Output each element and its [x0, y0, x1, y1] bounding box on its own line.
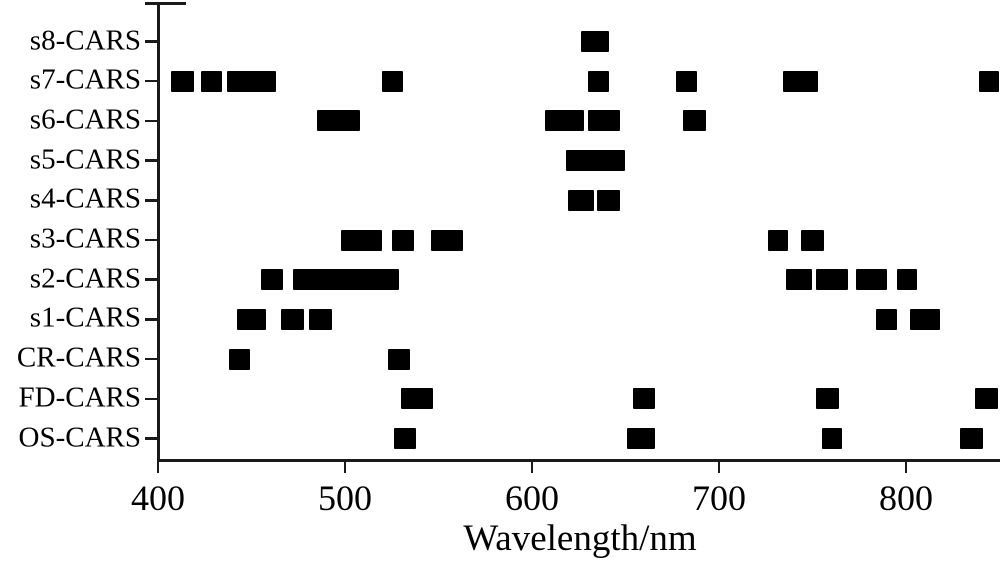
wavelength-band-os-cars-651-666nm [627, 428, 656, 449]
wavelength-band-s6-cars-607-628nm [545, 110, 585, 132]
category-label-s5-cars: s5-CARS [29, 143, 141, 176]
category-label-s3-cars: s3-CARS [29, 222, 141, 255]
y-tick-s6-cars [145, 119, 158, 123]
wavelength-band-cr-cars-523-535nm [388, 348, 411, 370]
x-tick-label-400: 400 [131, 478, 185, 518]
y-tick-os-cars [145, 437, 158, 440]
y-tick-s3-cars [145, 238, 158, 242]
y-tick-s8-cars [145, 40, 158, 43]
wavelength-band-s7-cars-630-641nm [588, 70, 609, 92]
y-tick-fd-cars [145, 397, 158, 401]
y-tick-s2-cars [145, 278, 158, 281]
wavelength-band-fd-cars-654-666nm [632, 388, 656, 410]
wavelength-band-s1-cars-784-795nm [876, 308, 897, 330]
wavelength-band-s7-cars-407-419nm [171, 70, 194, 92]
x-tick-600 [530, 460, 534, 473]
wavelength-band-s3-cars-726-737nm [767, 229, 789, 251]
wavelength-band-fd-cars-752-764nm [816, 388, 839, 410]
category-label-s1-cars: s1-CARS [29, 302, 141, 335]
x-tick-label-500: 500 [318, 478, 372, 518]
wavelength-band-s7-cars-677-688nm [675, 70, 697, 92]
wavelength-band-os-cars-829-841nm [960, 428, 983, 449]
x-tick-800 [904, 460, 908, 473]
category-label-s4-cars: s4-CARS [29, 182, 141, 215]
wavelength-band-s2-cars-472-529nm [292, 269, 400, 291]
wavelength-band-s7-cars-839-850nm [978, 70, 1000, 92]
wavelength-band-s1-cars-442-458nm [236, 308, 267, 330]
wavelength-band-s7-cars-734-753nm [782, 70, 819, 92]
wavelength-band-s2-cars-736-750nm [786, 269, 813, 291]
y-tick-s7-cars [145, 79, 158, 83]
category-label-fd-cars: FD-CARS [18, 381, 142, 414]
category-label-s2-cars: s2-CARS [29, 262, 141, 295]
wavelength-band-s5-cars-618-650nm [565, 150, 626, 172]
wavelength-band-s3-cars-525-537nm [391, 229, 415, 251]
wavelength-band-s2-cars-773-790nm [855, 269, 888, 291]
y-tick-cr-cars [145, 357, 158, 361]
x-tick-label-800: 800 [879, 478, 933, 518]
wavelength-band-os-cars-755-766nm [821, 428, 843, 449]
wavelength-band-s6-cars-485-508nm [316, 110, 360, 132]
y-axis-line [157, 2, 160, 461]
category-label-s6-cars: s6-CARS [29, 103, 141, 136]
wavelength-band-s6-cars-681-693nm [683, 110, 706, 132]
wavelength-band-s1-cars-481-493nm [309, 308, 332, 330]
y-tick-s4-cars [145, 199, 158, 202]
wavelength-band-s3-cars-744-756nm [801, 229, 824, 251]
category-label-s7-cars: s7-CARS [29, 63, 141, 96]
x-axis-line [157, 459, 1000, 462]
wavelength-band-s3-cars-498-520nm [341, 229, 383, 251]
wavelength-band-s3-cars-546-563nm [431, 229, 463, 251]
wavelength-band-s4-cars-619-633nm [567, 189, 594, 211]
x-tick-label-700: 700 [692, 478, 746, 518]
wavelength-band-os-cars-526-538nm [393, 428, 417, 449]
x-axis-title: Wavelength/nm [463, 518, 697, 559]
wavelength-band-s7-cars-423-434nm [201, 70, 222, 92]
wavelength-band-s7-cars-520-531nm [382, 70, 403, 92]
wavelength-band-s1-cars-466-478nm [281, 308, 304, 330]
x-tick-400 [156, 460, 160, 473]
category-label-s8-cars: s8-CARS [29, 24, 141, 57]
category-label-os-cars: OS-CARS [18, 421, 142, 454]
wavelength-band-s1-cars-802-818nm [909, 308, 940, 330]
y-tick-s1-cars [145, 318, 158, 321]
wavelength-band-s2-cars-455-467nm [260, 269, 284, 291]
wavelength-band-fd-cars-530-547nm [401, 388, 433, 410]
x-tick-label-600: 600 [505, 478, 559, 518]
y-axis-top-tick [145, 2, 186, 5]
x-tick-500 [343, 460, 347, 473]
y-tick-s5-cars [145, 159, 158, 162]
wavelength-band-fd-cars-837-849nm [975, 388, 998, 410]
wavelength-band-s2-cars-795-806nm [896, 269, 918, 291]
wavelength-band-s7-cars-437-463nm [227, 70, 276, 92]
wavelength-band-s4-cars-635-647nm [597, 189, 620, 211]
x-tick-700 [717, 460, 721, 473]
wavelength-band-s6-cars-630-647nm [588, 110, 620, 132]
wavelength-band-cr-cars-438-449nm [229, 348, 250, 370]
wavelength-band-s2-cars-752-769nm [816, 269, 849, 291]
category-label-cr-cars: CR-CARS [16, 341, 141, 374]
wavelength-band-s8-cars-626-641nm [580, 31, 609, 52]
